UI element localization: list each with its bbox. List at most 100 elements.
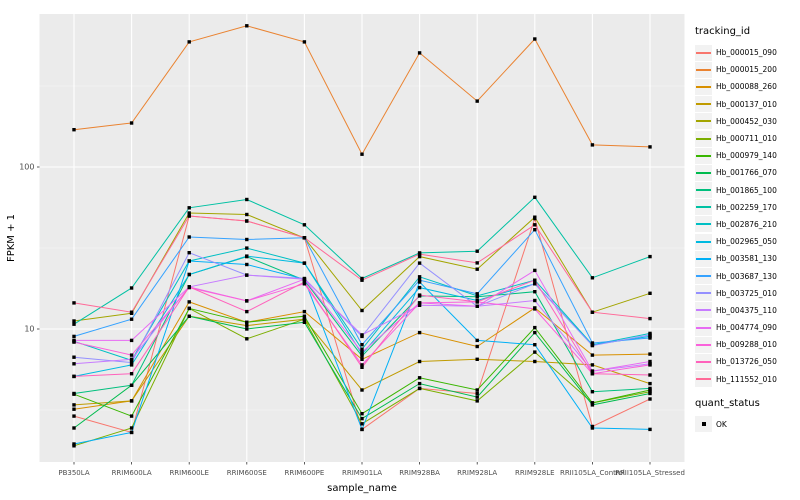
data-point (360, 347, 364, 351)
legend-item-label: Hb_003687_130 (716, 271, 777, 281)
chart-legend: tracking_id Hb_000015_090 Hb_000015_200 Hb… (695, 26, 799, 433)
data-point (533, 290, 537, 294)
data-point (187, 251, 191, 255)
legend-item-label: Hb_000015_090 (716, 48, 777, 58)
data-point (360, 412, 364, 416)
legend-key-line-icon (695, 216, 712, 233)
data-point (129, 383, 134, 387)
x-tick-label: RRIM928BA (399, 469, 440, 477)
x-tick-label: RRIM600LA (112, 469, 152, 477)
data-point (72, 334, 76, 339)
legend-item-label: Hb_013726_050 (716, 357, 777, 367)
data-point (590, 372, 595, 376)
data-point (245, 337, 249, 341)
legend-title-tracking-id: tracking_id (695, 26, 751, 37)
legend-item-Hb_002876_210: Hb_002876_210 (695, 216, 799, 233)
data-point (129, 414, 134, 418)
legend-item-Hb_000452_030: Hb_000452_030 (695, 113, 799, 130)
data-point (533, 298, 537, 303)
data-point (187, 285, 191, 289)
data-point (245, 262, 249, 267)
data-point (648, 391, 652, 396)
data-point (187, 206, 191, 210)
data-point (245, 323, 249, 328)
data-point (590, 426, 595, 430)
legend-item-Hb_000015_090: Hb_000015_090 (695, 44, 799, 61)
legend-key-line-icon (695, 147, 712, 164)
legend-item-label: Hb_000015_200 (716, 65, 777, 75)
data-point (72, 301, 76, 305)
legend-item-Hb_004774_090: Hb_004774_090 (695, 319, 799, 336)
data-point (533, 278, 537, 282)
data-point (648, 386, 652, 391)
data-point (417, 51, 422, 55)
data-point (475, 399, 479, 403)
legend-key-line-icon (695, 61, 712, 78)
legend-items-tracking-id: Hb_000015_090 Hb_000015_200 Hb_000088_260 H… (695, 44, 799, 388)
data-point (648, 397, 652, 401)
data-point (245, 219, 249, 223)
data-point (302, 309, 307, 314)
data-point (302, 223, 307, 227)
data-point (129, 310, 134, 314)
data-point (129, 353, 134, 357)
data-point (360, 363, 364, 367)
data-point (475, 267, 479, 271)
legend-item-Hb_002259_170: Hb_002259_170 (695, 199, 799, 216)
legend-item-label: Hb_009288_010 (716, 340, 777, 350)
legend-item-label: Hb_003581_130 (716, 254, 777, 264)
data-point (129, 430, 134, 435)
x-tick-label: RRIM600LE (169, 469, 209, 477)
legend-items-quant-status: OK (695, 416, 799, 433)
legend-item-Hb_009288_010: Hb_009288_010 (695, 336, 799, 353)
legend-item-Hb_003687_130: Hb_003687_130 (695, 267, 799, 285)
legend-key-line-icon (695, 336, 712, 353)
data-point (129, 426, 134, 430)
data-point (360, 308, 364, 313)
data-point (187, 214, 191, 218)
data-point (533, 195, 537, 199)
legend-key-line-icon (695, 78, 712, 95)
data-point (417, 285, 422, 290)
data-point (590, 401, 595, 405)
legend-item-label: Hb_000452_030 (716, 116, 777, 126)
data-point (72, 391, 76, 396)
x-tick-label: RRII105LA_Stressed (615, 469, 685, 477)
data-point (475, 249, 479, 253)
data-point (475, 344, 479, 349)
data-point (245, 197, 249, 202)
data-point (245, 320, 249, 324)
data-point (245, 24, 249, 28)
data-point (360, 152, 364, 156)
legend-key-line-icon (695, 233, 712, 250)
data-point (648, 254, 652, 259)
data-point (533, 37, 537, 41)
data-point (533, 282, 537, 286)
data-point (129, 360, 134, 365)
data-point (360, 357, 364, 361)
data-point (187, 211, 191, 215)
legend-key-line-icon (695, 353, 712, 370)
legend-item-Hb_000088_260: Hb_000088_260 (695, 78, 799, 95)
data-point (590, 403, 595, 407)
data-point (245, 309, 249, 314)
data-point (475, 395, 479, 399)
legend-item-label: Hb_002876_210 (716, 219, 777, 229)
data-point (533, 215, 537, 219)
data-point (245, 327, 249, 331)
legend-item-Hb_001865_100: Hb_001865_100 (695, 182, 799, 199)
legend-key-line-icon (695, 319, 712, 336)
data-point (417, 303, 422, 307)
data-point (360, 422, 364, 426)
data-point (72, 426, 76, 430)
data-point (648, 373, 652, 377)
data-point (129, 121, 134, 125)
data-point (533, 268, 537, 273)
data-point (72, 444, 76, 448)
legend-item-label: Hb_002965_050 (716, 237, 777, 247)
data-point (590, 343, 595, 348)
x-tick-label: RRIM901LA (342, 469, 382, 477)
data-point (360, 388, 364, 392)
data-point (590, 276, 595, 280)
legend-item-Hb_000137_010: Hb_000137_010 (695, 96, 799, 113)
